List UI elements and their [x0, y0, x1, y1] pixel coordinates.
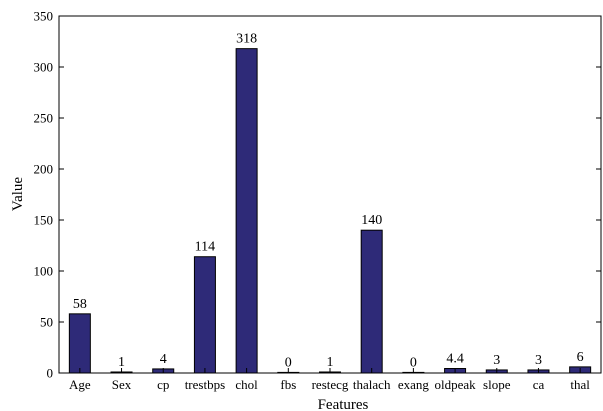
y-tick-label-5: 250 — [34, 111, 54, 126]
data-label-oldpeak: 4.4 — [446, 352, 464, 367]
x-tick-label-thal: thal — [570, 377, 590, 392]
data-label-slope: 3 — [493, 353, 500, 368]
y-axis-title: Value — [10, 177, 26, 211]
plot-area: 050100150200250300350Age58Sex1cp4trestbp… — [34, 9, 602, 392]
data-label-Age: 58 — [73, 297, 87, 312]
data-label-thal: 6 — [577, 350, 584, 365]
y-tick-label-2: 100 — [34, 264, 54, 279]
plot-frame — [58, 15, 602, 374]
y-tick-label-1: 50 — [40, 315, 53, 330]
y-tick-label-3: 150 — [34, 213, 54, 228]
y-tick-label-7: 350 — [34, 9, 54, 24]
x-tick-label-chol: chol — [235, 377, 258, 392]
x-axis-title: Features — [318, 397, 369, 411]
x-tick-label-cp: cp — [157, 377, 169, 392]
x-tick-label-fbs: fbs — [280, 377, 296, 392]
y-tick-label-6: 300 — [34, 60, 54, 75]
x-tick-label-oldpeak: oldpeak — [434, 377, 476, 392]
x-tick-label-Sex: Sex — [112, 377, 132, 392]
y-tick-label-4: 200 — [34, 162, 54, 177]
x-tick-label-trestbps: trestbps — [185, 377, 225, 392]
data-label-trestbps: 114 — [195, 240, 215, 255]
x-tick-label-slope: slope — [483, 377, 511, 392]
x-tick-label-thalach: thalach — [353, 377, 391, 392]
bar-Age — [68, 313, 91, 374]
x-tick-label-Age: Age — [69, 377, 91, 392]
data-label-ca: 3 — [535, 353, 542, 368]
bar-chol — [235, 48, 258, 374]
data-label-thalach: 140 — [361, 213, 382, 228]
data-label-exang: 0 — [410, 355, 417, 370]
data-label-Sex: 1 — [118, 355, 125, 370]
bar-thalach — [360, 229, 383, 374]
bar-trestbps — [193, 256, 216, 374]
x-tick-label-ca: ca — [533, 377, 545, 392]
data-label-cp: 4 — [160, 352, 167, 367]
data-label-fbs: 0 — [285, 355, 292, 370]
x-tick-label-exang: exang — [398, 377, 430, 392]
y-tick-label-0: 0 — [47, 366, 54, 381]
x-tick-label-restecg: restecg — [312, 377, 349, 392]
data-label-restecg: 1 — [327, 355, 334, 370]
data-label-chol: 318 — [236, 32, 257, 47]
